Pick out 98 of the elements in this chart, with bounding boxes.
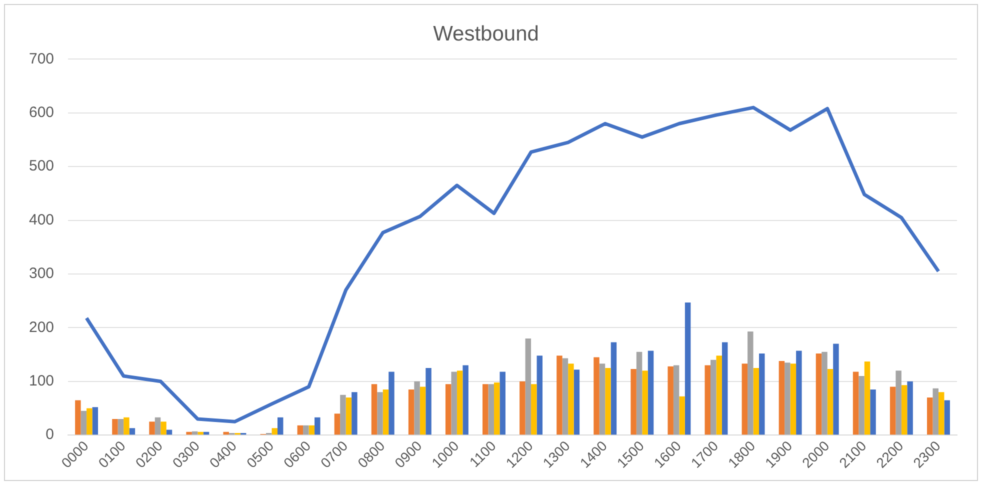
bar — [112, 418, 118, 435]
bar — [520, 381, 526, 435]
bar — [500, 372, 506, 435]
bar — [160, 422, 166, 435]
bar — [907, 381, 913, 435]
bar — [426, 368, 432, 435]
bar — [852, 372, 859, 435]
bar — [816, 353, 822, 435]
bar — [605, 368, 611, 435]
bar — [599, 364, 606, 435]
bar — [642, 370, 648, 435]
bar — [154, 417, 161, 435]
bar — [388, 372, 394, 435]
y-tick-label: 600 — [28, 104, 54, 122]
bar — [277, 417, 284, 435]
bar — [890, 386, 896, 435]
y-tick-label: 300 — [28, 265, 54, 282]
bar — [129, 428, 136, 435]
bar — [198, 432, 204, 435]
bar — [75, 400, 81, 435]
bar — [742, 364, 748, 435]
bar — [297, 425, 304, 435]
y-tick-label: 700 — [28, 50, 54, 68]
bar — [610, 342, 617, 435]
bar — [722, 342, 728, 435]
bar — [864, 362, 870, 435]
bar — [92, 407, 98, 435]
bar — [594, 357, 600, 435]
bar — [488, 384, 494, 435]
bar — [562, 358, 568, 435]
bar — [901, 385, 908, 435]
bar — [648, 350, 654, 435]
chart-title: Westbound — [433, 22, 539, 46]
bar — [944, 400, 950, 435]
y-tick-label: 500 — [28, 158, 54, 175]
bar — [556, 356, 562, 435]
bar — [896, 370, 902, 435]
bar — [938, 392, 944, 435]
bar — [371, 384, 378, 435]
bar — [870, 389, 876, 435]
bar — [451, 372, 457, 435]
bar — [827, 369, 834, 435]
bar — [636, 352, 642, 435]
bar — [314, 417, 320, 435]
bar — [408, 389, 414, 435]
bar — [308, 425, 315, 435]
bar — [166, 430, 172, 435]
bar — [716, 356, 722, 435]
bar — [932, 388, 938, 435]
bar — [574, 370, 580, 435]
bar — [668, 366, 674, 435]
y-tick-label: 100 — [28, 372, 54, 390]
bar — [568, 364, 574, 435]
bar — [118, 418, 124, 435]
bar — [303, 425, 309, 435]
bar — [346, 398, 352, 435]
bar — [531, 384, 537, 435]
bar — [525, 338, 532, 435]
bar — [748, 331, 754, 435]
bar — [352, 392, 358, 435]
bar — [796, 350, 802, 435]
bar — [420, 386, 426, 435]
bar — [753, 368, 760, 435]
bar — [684, 302, 691, 435]
bar — [790, 364, 796, 435]
bar — [445, 384, 452, 435]
bar — [494, 382, 500, 435]
bar — [462, 365, 468, 435]
bar — [186, 432, 192, 435]
y-tick-label: 200 — [28, 318, 54, 336]
bar — [704, 365, 710, 435]
bar — [272, 428, 278, 435]
bar — [414, 381, 420, 435]
bar — [784, 362, 790, 435]
bar — [630, 369, 636, 435]
bar — [334, 414, 340, 435]
bar — [340, 394, 346, 435]
bar — [833, 344, 839, 435]
bar — [710, 360, 716, 435]
y-tick-label: 400 — [28, 211, 54, 228]
bar — [679, 396, 685, 435]
bar — [759, 353, 765, 435]
bar — [778, 360, 785, 435]
bar — [223, 432, 229, 435]
bar — [482, 384, 488, 435]
bar — [673, 365, 680, 435]
bar — [456, 370, 463, 435]
y-tick-label: 0 — [46, 426, 54, 444]
bar — [536, 356, 543, 435]
bar — [926, 398, 933, 435]
bar — [822, 352, 828, 435]
bar — [124, 417, 130, 435]
bar — [382, 389, 389, 435]
bar — [858, 376, 864, 435]
bar — [377, 392, 383, 435]
bar — [80, 410, 87, 435]
bar — [86, 408, 92, 435]
bar — [149, 422, 155, 435]
